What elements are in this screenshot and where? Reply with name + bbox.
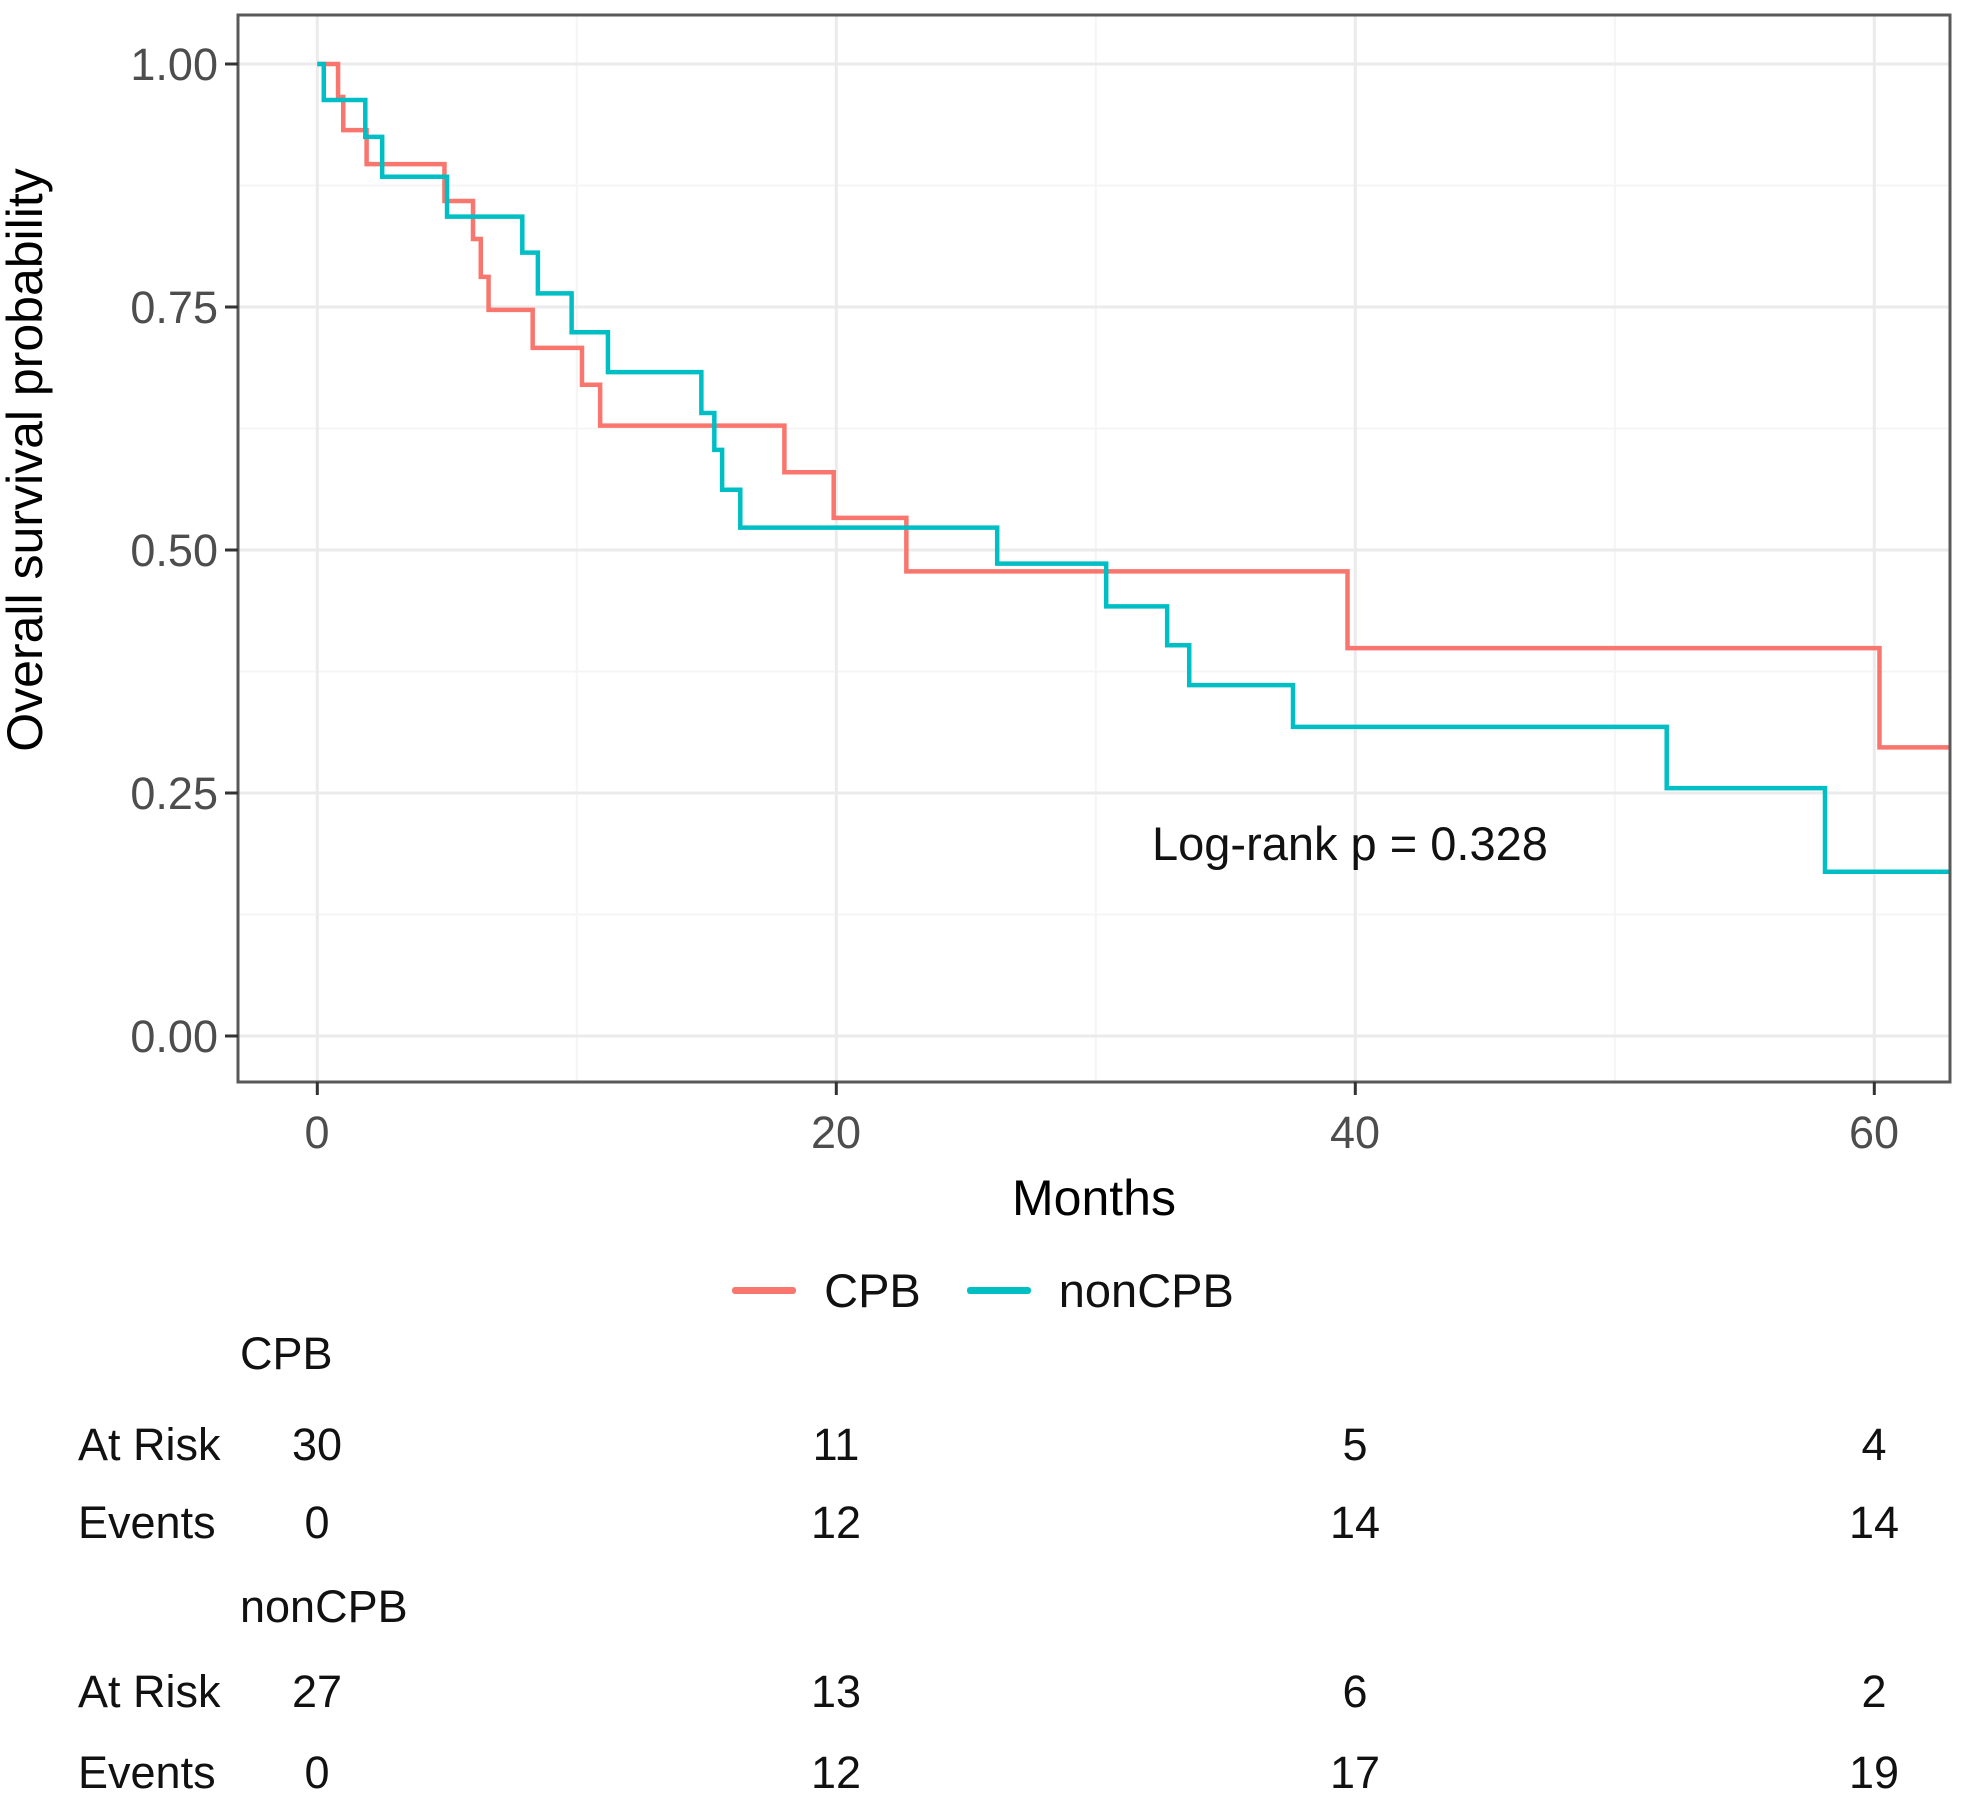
y-tick-label: 0.25 [130,768,218,819]
y-tick-label: 0.75 [130,282,218,333]
table-cell: 11 [812,1419,860,1470]
legend-item-cpb: CPB [732,1263,921,1318]
table-cell: 19 [1848,1747,1900,1798]
table-cell: 13 [810,1666,862,1717]
table-cell: 12 [810,1747,862,1798]
x-tick-label: 0 [304,1107,329,1158]
y-axis-title: Overall survival probability [0,168,53,752]
row-label: At Risk [78,1419,221,1470]
risk-table-row: At Risk 30 11 5 4 [0,1417,1966,1473]
group-header-label: CPB [240,1328,333,1379]
gridlines-major [238,15,1950,1082]
table-cell: 0 [304,1747,330,1798]
legend-label-cpb: CPB [824,1263,921,1317]
y-tick-label: 0.00 [130,1011,218,1062]
table-cell: 30 [291,1419,343,1470]
survival-curve-noncpb [317,61,1950,874]
table-cell: 14 [1848,1497,1900,1548]
table-cell: 6 [1342,1666,1368,1717]
table-cell: 17 [1329,1747,1381,1798]
axis-tick-marks [225,62,1876,1095]
row-label: Events [78,1497,216,1548]
legend-swatch-noncpb [966,1286,1031,1294]
table-cell: 12 [810,1497,862,1548]
risk-table-row: At Risk 27 13 6 2 [0,1664,1966,1720]
legend-swatch-cpb [732,1286,797,1294]
x-tick-label: 40 [1330,1107,1380,1158]
legend-label-noncpb: nonCPB [1058,1263,1234,1317]
table-cell: 0 [304,1497,330,1548]
km-plot: 1.00 0.75 0.50 0.25 0.00 0 20 40 60 Mont… [0,13,1952,1226]
legend-item-noncpb: nonCPB [966,1263,1234,1318]
row-label: Events [78,1747,216,1798]
table-cell: 4 [1861,1419,1887,1470]
logrank-annotation: Log-rank p = 0.328 [1152,817,1548,870]
row-label: At Risk [78,1666,221,1717]
y-tick-label: 1.00 [130,39,218,90]
legend: CPB nonCPB [0,1258,1966,1322]
risk-table-group-header: CPB [0,1326,1966,1382]
table-cell: 14 [1329,1497,1381,1548]
group-header-label: nonCPB [240,1581,408,1632]
table-cell: 2 [1861,1666,1887,1717]
x-axis-title: Months [1012,1170,1176,1226]
risk-table-row: Events 0 12 17 19 [0,1745,1966,1801]
table-cell: 27 [291,1666,343,1717]
y-tick-label: 0.50 [130,525,218,576]
risk-table-group-header: nonCPB [0,1579,1966,1635]
survival-curves [317,61,1950,874]
table-cell: 5 [1342,1419,1368,1470]
x-tick-label: 20 [811,1107,861,1158]
risk-table-row: Events 0 12 14 14 [0,1495,1966,1551]
x-tick-label: 60 [1849,1107,1899,1158]
